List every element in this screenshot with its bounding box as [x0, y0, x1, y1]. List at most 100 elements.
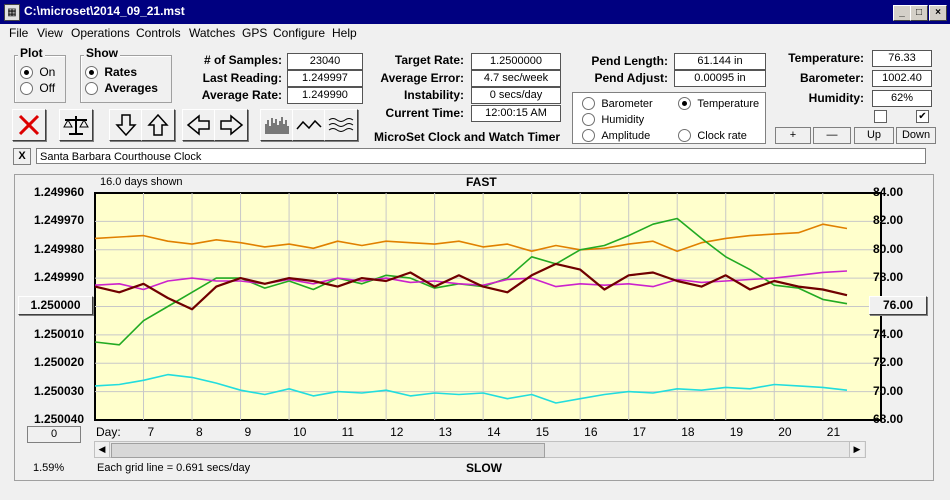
minimize-button[interactable]: _ [893, 5, 911, 21]
checkbox-left[interactable] [874, 110, 887, 123]
series-barometer-radio[interactable] [582, 97, 595, 111]
clock-name-field[interactable]: Santa Barbara Courthouse Clock [36, 148, 926, 164]
series-temperature-label: Temperature [697, 98, 760, 110]
scroll-down-button[interactable] [109, 109, 143, 141]
series-temperature-option[interactable]: Temperature [678, 96, 760, 111]
day-tick-label: 8 [196, 425, 203, 439]
percent-label: 1.59% [33, 462, 65, 474]
maximize-button[interactable]: □ [910, 5, 928, 21]
day-tick-label: 20 [778, 425, 792, 439]
series-barometer-option[interactable]: Barometer [582, 96, 653, 111]
scroll-right-arrow-icon[interactable]: ▶ [849, 442, 864, 457]
right-axis-tick-label: 82.00 [873, 213, 904, 228]
menu-gps[interactable]: GPS [242, 26, 268, 40]
bar-view-button[interactable] [260, 109, 294, 141]
smooth-view-button[interactable] [324, 109, 358, 141]
day-tick-label: 7 [148, 425, 155, 439]
samples-label: # of Samples: [203, 53, 282, 67]
series-humidity-option[interactable]: Humidity [582, 112, 645, 127]
instability-value: 0 secs/day [471, 87, 561, 104]
down-button[interactable]: Down [896, 127, 936, 144]
close-window-button[interactable]: × [929, 5, 947, 21]
chart-panel: 7 8 9 10 11 12 13 14 15 16 17 18 19 20 21 [14, 174, 934, 481]
series-humidity-radio[interactable] [582, 113, 595, 127]
target-rate-value[interactable]: 1.2500000 [471, 53, 561, 70]
menu-configure[interactable]: Configure [273, 26, 326, 40]
show-averages-radio[interactable] [85, 82, 98, 96]
humidity-label: Humidity: [808, 91, 864, 105]
series-amplitude-option[interactable]: Amplitude [582, 128, 650, 143]
line-view-button[interactable] [292, 109, 326, 141]
pend-length-value[interactable]: 61.144 in [674, 53, 766, 70]
stop-button[interactable] [12, 109, 46, 141]
show-rates-radio[interactable] [85, 66, 98, 80]
wave-icon [296, 119, 322, 130]
menu-operations[interactable]: Operations [71, 26, 130, 40]
show-rates-option[interactable]: Rates [85, 65, 137, 80]
day-axis-label: Day: [96, 425, 121, 439]
center-right-button[interactable]: 76.00 [869, 296, 927, 315]
center-left-button[interactable]: 1.250000 [18, 296, 93, 315]
plot-off-option[interactable]: Off [20, 81, 55, 96]
temperature-value: 76.33 [872, 50, 932, 67]
series-temperature-radio[interactable] [678, 97, 691, 111]
x-icon [18, 114, 40, 136]
menu-controls[interactable]: Controls [136, 26, 181, 40]
day-tick-label: 16 [584, 425, 598, 439]
plot-on-option[interactable]: On [20, 65, 56, 80]
series-line-humidity [94, 270, 848, 291]
scrollbar-thumb[interactable] [111, 443, 545, 458]
day-tick-label: 9 [245, 425, 252, 439]
plot-off-radio[interactable] [20, 82, 33, 96]
series-humidity-label: Humidity [601, 114, 645, 126]
arrow-down-icon [115, 114, 137, 137]
balance-button[interactable] [59, 109, 93, 141]
zero-button[interactable]: 0 [27, 426, 81, 443]
day-tick-label: 21 [827, 425, 841, 439]
pend-adjust-label: Pend Adjust: [594, 71, 668, 85]
minus-button[interactable]: — [813, 127, 851, 144]
app-icon[interactable]: ▦ [4, 4, 20, 21]
plot-on-label: On [39, 65, 56, 79]
plot-on-radio[interactable] [20, 66, 33, 80]
average-rate-label: Average Rate: [201, 88, 282, 102]
menu-file[interactable]: File [9, 26, 29, 40]
right-axis-tick-label: 78.00 [873, 270, 904, 285]
checkbox-right[interactable]: ✔ [916, 110, 929, 123]
samples-value: 23040 [287, 53, 363, 70]
pend-adjust-value[interactable]: 0.00095 in [674, 70, 766, 87]
fast-label: FAST [466, 175, 497, 189]
series-line-barometer [94, 223, 848, 252]
scroll-left-arrow-icon[interactable]: ◀ [95, 442, 110, 457]
show-averages-option[interactable]: Averages [85, 81, 158, 96]
scroll-up-button[interactable] [141, 109, 175, 141]
target-rate-label: Target Rate: [394, 53, 464, 67]
up-button[interactable]: Up [854, 127, 894, 144]
waves-icon [328, 118, 354, 132]
left-axis-tick-label: 1.250040 [33, 412, 84, 426]
left-axis-tick-label: 1.250020 [33, 355, 84, 370]
clear-clock-button[interactable]: X [13, 148, 31, 165]
barometer-label: Barometer: [799, 71, 864, 85]
day-tick-label: 13 [439, 425, 453, 439]
menu-view[interactable]: View [37, 26, 63, 40]
right-axis-tick-label: 70.00 [873, 383, 904, 398]
right-axis-tick-label: 84.00 [873, 185, 904, 199]
scroll-right-button[interactable] [214, 109, 248, 141]
temperature-label: Temperature: [788, 51, 864, 65]
day-tick-label: 18 [681, 425, 695, 439]
series-select-group [572, 92, 766, 144]
balance-icon [63, 116, 89, 135]
arrow-left-icon [186, 114, 210, 136]
menu-watches[interactable]: Watches [189, 26, 236, 40]
average-error-label: Average Error: [380, 71, 464, 85]
series-clock-rate-option[interactable]: Clock rate [678, 128, 747, 143]
right-axis-tick-label: 80.00 [873, 241, 904, 256]
menu-help[interactable]: Help [332, 26, 357, 40]
left-axis-tick-label: 1.249990 [33, 270, 84, 285]
horizontal-scrollbar[interactable]: ◀ ▶ [94, 441, 866, 458]
scroll-left-button[interactable] [182, 109, 216, 141]
plus-button[interactable]: + [775, 127, 811, 144]
series-amplitude-radio[interactable] [582, 129, 595, 143]
series-clock-rate-radio[interactable] [678, 129, 691, 143]
